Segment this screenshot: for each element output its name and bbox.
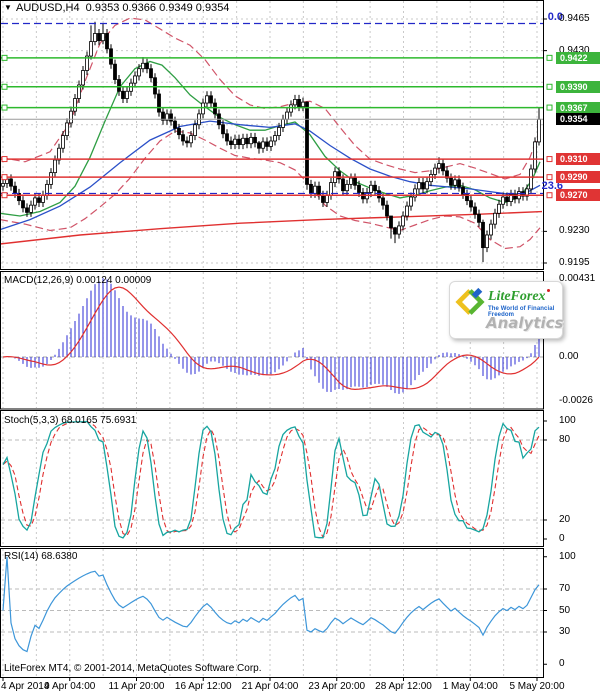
time-axis (2, 677, 538, 681)
stoch-levels (1, 420, 547, 540)
logo-trademark-dot (546, 289, 550, 292)
fibonacci-lines (1, 22, 543, 195)
rsi-line (2, 556, 540, 653)
stoch-d-line (2, 421, 540, 539)
liteforex-analytics-logo: LiteForex The World of Financial Freedom… (449, 281, 563, 339)
panel-borders (0, 0, 544, 678)
logo-brand-text: LiteForex (488, 289, 550, 305)
rsi-levels (1, 556, 547, 665)
macd-signal-line (2, 286, 540, 391)
bollinger-bands (1, 17, 542, 250)
liteforex-logo-icon (455, 287, 485, 315)
level-lines (1, 54, 553, 199)
logo-tagline-text: The World of Financial Freedom (488, 306, 555, 318)
logo-analytics-text: Analytics (486, 314, 564, 332)
axis-ticks (543, 18, 547, 264)
grid-layer (1, 1, 543, 677)
stoch-k-line (2, 420, 540, 539)
